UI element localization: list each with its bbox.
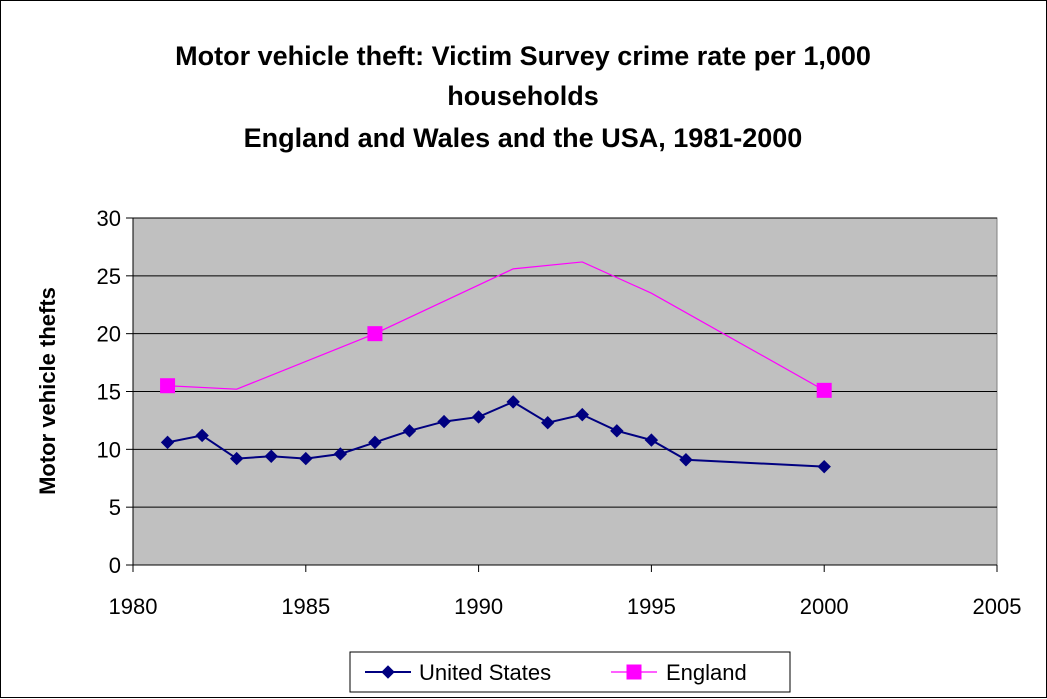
data-point-united-states — [299, 451, 313, 466]
data-point-united-states — [195, 428, 209, 443]
gridlines — [133, 217, 997, 508]
data-point-united-states — [575, 407, 589, 422]
legend-box — [349, 651, 791, 693]
data-point-united-states — [160, 435, 175, 450]
y-tick-label: 20 — [97, 322, 121, 347]
legend-england-marker — [611, 664, 657, 680]
legend-us-diamond — [381, 665, 395, 679]
tick-labels: 0 5 10 15 20 25 30 1980 1985 1990 1995 2000 2005 — [97, 206, 1022, 619]
data-point-england — [160, 378, 176, 394]
data-point-england — [816, 382, 832, 398]
data-point-united-states — [229, 451, 244, 466]
data-point-united-states — [610, 424, 624, 438]
y-tick-label: 25 — [97, 264, 121, 289]
y-tick-label: 0 — [109, 553, 121, 578]
data-point-united-states — [506, 395, 520, 409]
y-tick-label: 15 — [97, 380, 121, 405]
y-tick-label: 5 — [109, 495, 121, 520]
x-tick-label: 2005 — [973, 594, 1022, 619]
series-line-england — [167, 261, 825, 391]
x-tick-label: 1980 — [109, 594, 158, 619]
data-point-united-states — [679, 453, 693, 467]
data-point-united-states — [333, 447, 348, 461]
legend-label-us: United States — [419, 660, 551, 685]
chart-title-line-3: England and Wales and the USA, 1981-2000 — [244, 123, 803, 153]
data-point-england — [367, 326, 383, 342]
legend-us-marker — [365, 665, 411, 679]
data-point-united-states — [402, 424, 417, 438]
data-point-united-states — [541, 416, 555, 430]
legend: United States England — [349, 651, 791, 693]
x-tick-label: 1990 — [454, 594, 503, 619]
legend-label-england: England — [666, 660, 747, 685]
chart-title-line-2: households — [447, 81, 599, 111]
chart-title-line-1: Motor vehicle theft: Victim Survey crime… — [175, 41, 871, 71]
y-tick-label: 30 — [97, 206, 121, 231]
x-tick-label: 1995 — [627, 594, 676, 619]
x-tick-label: 2000 — [800, 594, 849, 619]
data-point-united-states — [471, 410, 486, 424]
data-point-united-states — [817, 459, 831, 474]
legend-england-square — [626, 664, 642, 680]
data-point-united-states — [644, 433, 659, 447]
y-tick-label: 10 — [97, 437, 121, 462]
data-point-united-states — [437, 414, 451, 429]
axes — [126, 217, 998, 572]
data-point-united-states — [264, 449, 278, 463]
y-axis-title: Motor vehicle thefts — [35, 287, 60, 495]
data-point-united-states — [368, 435, 382, 450]
x-tick-label: 1985 — [281, 594, 330, 619]
series-layer — [160, 261, 832, 474]
